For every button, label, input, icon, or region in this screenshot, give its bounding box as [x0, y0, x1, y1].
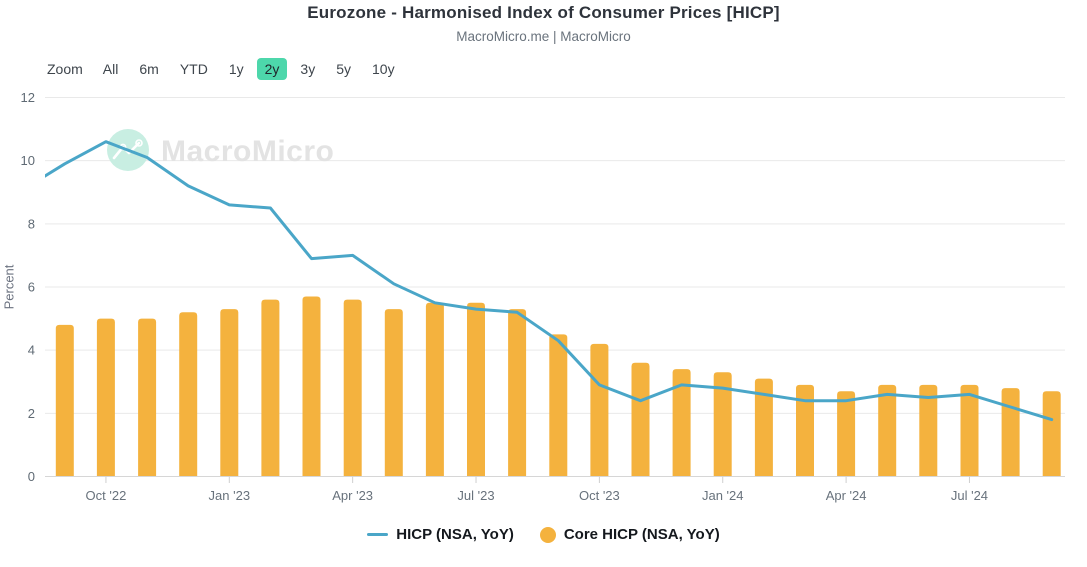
x-axis-label: Apr '23 — [332, 488, 373, 503]
x-axis-label: Oct '22 — [86, 488, 127, 503]
core-hicp-bar[interactable] — [343, 299, 362, 477]
core-hicp-bar[interactable] — [384, 309, 403, 477]
legend-item-hicp[interactable]: HICP (NSA, YoY) — [367, 526, 514, 543]
legend-item-core-hicp[interactable]: Core HICP (NSA, YoY) — [539, 526, 720, 543]
core-hicp-bar[interactable] — [55, 324, 74, 477]
logo-dot-icon — [135, 139, 143, 147]
core-hicp-bar[interactable] — [631, 362, 650, 477]
core-hicp-bar[interactable] — [837, 391, 856, 477]
core-hicp-bar[interactable] — [138, 318, 157, 477]
y-axis-label: 2 — [28, 406, 35, 421]
y-axis-label: 4 — [28, 343, 35, 358]
core-hicp-bar[interactable] — [549, 334, 568, 477]
x-axis-label: Apr '24 — [826, 488, 867, 503]
range-button-ytd[interactable]: YTD — [179, 61, 208, 77]
axes: 0 2 4 6 8 10 12 Oct '22 Jan '23 Apr '23 Jul '23 Oct… — [21, 90, 1065, 503]
y-axis-label: 10 — [21, 153, 35, 168]
y-axis-label: 0 — [28, 469, 35, 484]
core-hicp-bar[interactable] — [878, 384, 897, 477]
x-axis-label: Jan '23 — [209, 488, 251, 503]
core-hicp-bar[interactable] — [672, 369, 691, 477]
x-axis-label: Jan '24 — [702, 488, 744, 503]
chart-title: Eurozone - Harmonised Index of Consumer … — [307, 3, 780, 22]
x-axis-label: Jul '24 — [951, 488, 988, 503]
line-series-marker-icon — [367, 533, 389, 536]
range-button-6m[interactable]: 6m — [139, 61, 159, 77]
y-axis-label: 6 — [28, 280, 35, 295]
core-hicp-bar[interactable] — [1001, 388, 1020, 477]
chart-subtitle: MacroMicro.me | MacroMicro — [456, 29, 631, 44]
core-hicp-bar[interactable] — [467, 302, 485, 477]
core-hicp-bars — [55, 296, 1061, 477]
x-axis-label: Oct '23 — [579, 488, 620, 503]
core-hicp-bar[interactable] — [220, 309, 239, 477]
core-hicp-bar[interactable] — [302, 296, 321, 477]
x-axis-label: Jul '23 — [457, 488, 494, 503]
core-hicp-bar[interactable] — [754, 378, 773, 477]
y-axis-label: 8 — [28, 216, 35, 231]
range-button-3y[interactable]: 3y — [300, 61, 316, 77]
legend: HICP (NSA, YoY) Core HICP (NSA, YoY) — [0, 526, 1087, 543]
core-hicp-bar[interactable] — [960, 384, 979, 477]
legend-label-hicp: HICP (NSA, YoY) — [396, 526, 514, 543]
core-hicp-bar[interactable] — [713, 372, 732, 477]
core-hicp-bar[interactable] — [590, 343, 609, 477]
hicp-line-series — [24, 140, 1054, 422]
range-button-5y[interactable]: 5y — [336, 61, 351, 77]
zoom-label: Zoom — [47, 61, 83, 77]
hicp-line[interactable] — [24, 140, 1054, 422]
core-hicp-bar[interactable] — [425, 302, 444, 477]
core-hicp-bar[interactable] — [796, 384, 814, 477]
range-button-10y[interactable]: 10y — [372, 61, 395, 77]
range-button-1y[interactable]: 1y — [228, 61, 244, 77]
core-hicp-bar[interactable] — [1042, 391, 1061, 477]
range-button-2y[interactable]: 2y — [256, 58, 288, 80]
chart-canvas[interactable]: MacroMicro 0 2 4 6 8 10 12 Oct '22 Jan '23 Apr '2… — [0, 0, 1087, 513]
core-hicp-bar[interactable] — [179, 312, 198, 477]
range-buttons-group: All 6m YTD 1y 2y 3y 5y 10y — [95, 58, 403, 80]
core-hicp-bar[interactable] — [261, 299, 280, 477]
y-axis-label: 12 — [21, 90, 35, 105]
core-hicp-bar[interactable] — [508, 309, 527, 477]
core-hicp-bar[interactable] — [96, 318, 115, 477]
watermark-text: MacroMicro — [161, 135, 334, 168]
macromicro-logo-watermark: MacroMicro — [107, 129, 334, 171]
range-toolbar: Zoom All 6m YTD 1y 2y 3y 5y 10y — [47, 58, 403, 80]
bar-series-marker-icon — [539, 526, 556, 543]
legend-label-core-hicp: Core HICP (NSA, YoY) — [563, 526, 720, 543]
range-button-all[interactable]: All — [102, 61, 119, 77]
core-hicp-bar[interactable] — [919, 384, 938, 477]
